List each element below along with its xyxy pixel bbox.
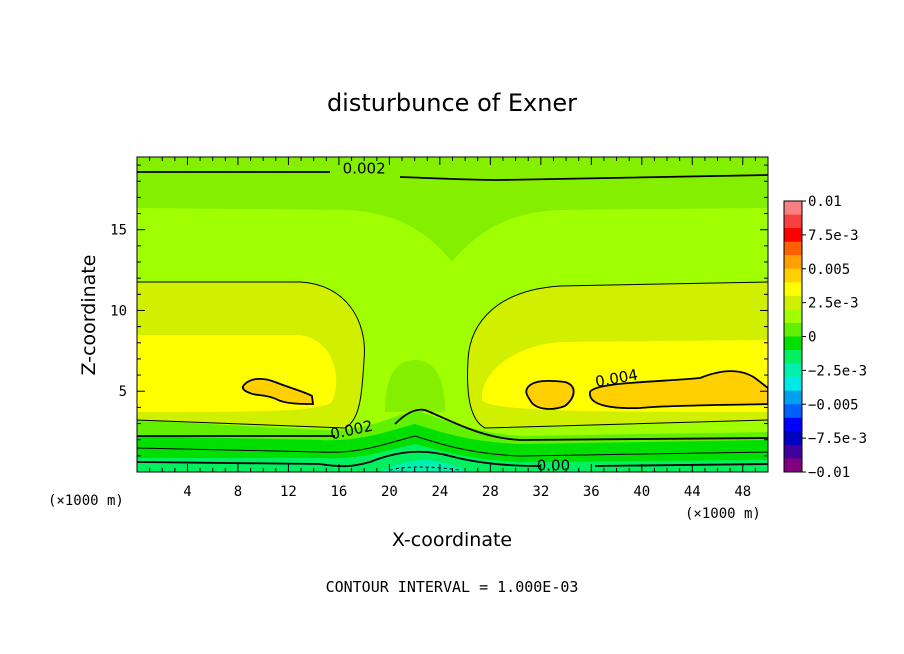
y-tick-label: 10 xyxy=(110,303,127,319)
contour-line-000 xyxy=(137,450,768,468)
colorbar-swatch xyxy=(784,282,802,297)
contour-line-thin-right xyxy=(467,281,768,429)
colorbar-swatch xyxy=(784,214,802,229)
colorbar-swatch xyxy=(784,228,802,243)
x-tick-label: 4 xyxy=(183,484,191,500)
field-max-left xyxy=(241,378,315,405)
colorbar-swatch xyxy=(784,363,802,378)
field-max-right xyxy=(525,379,575,410)
colorbar-swatch xyxy=(784,431,802,446)
x-unit-left: (×1000 m) xyxy=(48,493,124,509)
colorbar-swatch xyxy=(784,404,802,419)
field-max-right-2 xyxy=(589,370,768,410)
contour-label: 0.00 xyxy=(537,457,570,475)
x-unit-right: (×1000 m) xyxy=(685,506,761,522)
colorbar-swatch xyxy=(784,322,802,337)
colorbar-swatch xyxy=(784,377,802,392)
chart-title: disturbunce of Exner xyxy=(327,89,577,117)
x-tick-label: 36 xyxy=(583,484,600,500)
contour-interval-note: CONTOUR INTERVAL = 1.000E-03 xyxy=(326,578,579,596)
colorbar-swatch xyxy=(784,444,802,459)
x-tick-label: 8 xyxy=(234,484,242,500)
contour-line-002-top xyxy=(137,171,768,181)
colorbar-tick-label: 0.005 xyxy=(808,262,850,278)
x-tick-label: 12 xyxy=(280,484,297,500)
colorbar-swatch xyxy=(784,390,802,405)
colorbar-swatch xyxy=(784,458,802,473)
x-tick-label: 44 xyxy=(684,484,701,500)
colorbar-swatch xyxy=(784,241,802,256)
x-axis-label: X-coordinate xyxy=(392,529,512,551)
colorbar-swatch xyxy=(784,417,802,432)
x-tick-label: 20 xyxy=(381,484,398,500)
colorbar-tick-label: 0 xyxy=(808,330,816,346)
field-upper-band xyxy=(137,157,768,262)
colorbar-tick-label: 2.5e-3 xyxy=(808,296,859,312)
colorbar-tick-label: −0.01 xyxy=(808,465,850,481)
contour-line-thin-low xyxy=(137,435,768,457)
colorbar-swatch xyxy=(784,350,802,365)
y-tick-label: 15 xyxy=(110,223,127,239)
colorbar-swatch xyxy=(784,201,802,216)
x-tick-label: 24 xyxy=(431,484,448,500)
x-tick-label: 40 xyxy=(633,484,650,500)
contour-line-002-low xyxy=(137,408,768,441)
y-axis-label: Z-coordinate xyxy=(78,255,100,376)
x-tick-label: 28 xyxy=(482,484,499,500)
x-tick-label: 32 xyxy=(532,484,549,500)
colorbar-swatch xyxy=(784,268,802,283)
contour-line-thin-left xyxy=(137,281,365,429)
colorbar-tick-label: 7.5e-3 xyxy=(808,228,859,244)
colorbar-tick-label: 0.01 xyxy=(808,194,842,210)
colorbar-swatch xyxy=(784,336,802,351)
colorbar: 0.01 7.5e-3 0.005 2.5e-3 0 −2.5e-3 −0.005 −7.5e… xyxy=(783,194,867,481)
colorbar-swatch xyxy=(784,255,802,270)
colorbar-tick-label: −2.5e-3 xyxy=(808,363,867,379)
colorbar-tick-label: −7.5e-3 xyxy=(808,431,867,447)
field-center-dome xyxy=(385,360,445,412)
x-tick-label: 16 xyxy=(330,484,347,500)
contour-lines xyxy=(137,171,768,471)
contour-label: 0.002 xyxy=(343,159,386,177)
x-tick-label: 48 xyxy=(734,484,751,500)
colorbar-swatch xyxy=(784,295,802,310)
colorbar-tick-label: −0.005 xyxy=(808,397,859,413)
colorbar-swatch xyxy=(784,309,802,324)
y-tick-label: 5 xyxy=(119,384,127,400)
contour-line-dashed xyxy=(389,466,461,471)
